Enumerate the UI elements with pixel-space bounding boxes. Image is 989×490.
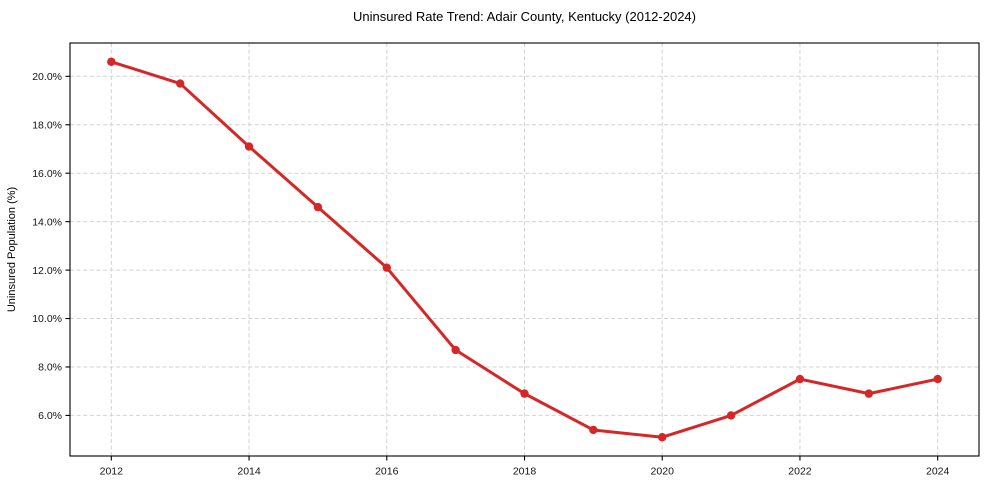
data-point-2018	[520, 389, 529, 398]
y-tick-label: 10.0%	[32, 313, 62, 325]
data-point-2014	[244, 142, 254, 151]
tick-labels: 2012 2014 2016 2018 2020 2022 2024 6.0% 8.0% 10.0…	[32, 71, 949, 477]
data-point-2020	[658, 433, 667, 442]
y-tick-label: 8.0%	[38, 362, 62, 374]
y-tick-label: 14.0%	[32, 216, 62, 228]
data-point-2013	[175, 79, 185, 88]
data-point-2015	[313, 202, 323, 212]
x-tick-label: 2020	[651, 466, 675, 478]
data-point-2023	[864, 389, 874, 398]
x-tick-label: 2016	[375, 466, 399, 478]
chart-title: Uninsured Rate Trend: Adair County, Kent…	[353, 9, 696, 24]
y-tick-label: 20.0%	[32, 71, 62, 83]
y-tick-label: 6.0%	[38, 410, 62, 422]
x-tick-label: 2018	[513, 466, 537, 478]
x-tick-label: 2022	[788, 466, 812, 478]
x-tick-label: 2024	[926, 466, 950, 478]
data-point-2024	[933, 374, 942, 384]
x-tick-label: 2012	[100, 466, 124, 478]
gridlines	[70, 43, 979, 456]
data-point-2022	[795, 374, 805, 384]
y-axis-label: Uninsured Population (%)	[6, 187, 18, 312]
x-tick-label: 2014	[237, 466, 261, 478]
data-series	[107, 57, 942, 442]
plot-border	[69, 42, 980, 457]
data-point-2021	[726, 411, 736, 420]
y-tick-label: 12.0%	[32, 265, 62, 277]
data-point-2016	[382, 263, 391, 272]
data-point-2019	[589, 425, 598, 435]
y-tick-label: 18.0%	[32, 119, 62, 131]
data-point-2012	[107, 57, 116, 66]
y-tick-label: 16.0%	[32, 168, 62, 180]
axis-ticks	[65, 75, 939, 461]
data-point-2017	[451, 345, 460, 355]
